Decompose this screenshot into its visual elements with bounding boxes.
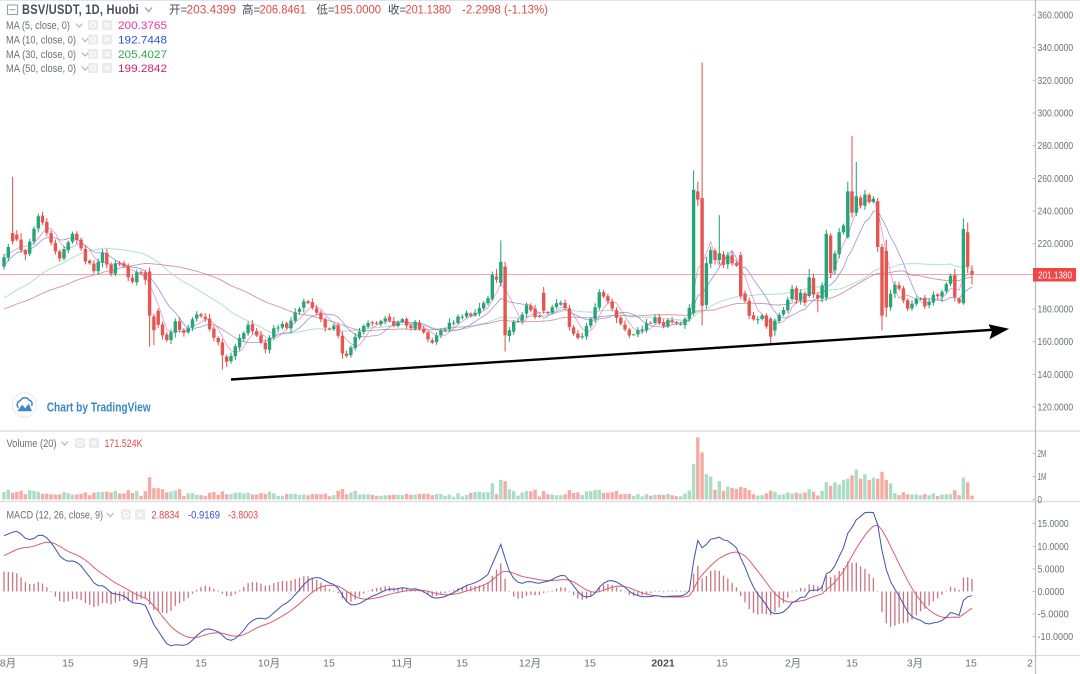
svg-text:360.0000: 360.0000: [1038, 11, 1074, 22]
svg-text:低=: 低=: [317, 4, 335, 17]
svg-text:260.0000: 260.0000: [1038, 174, 1074, 185]
svg-text:Volume (20): Volume (20): [7, 438, 57, 450]
svg-text:140.0000: 140.0000: [1038, 370, 1074, 381]
svg-text:15: 15: [456, 658, 468, 670]
svg-text:203.4399: 203.4399: [187, 5, 237, 17]
svg-text:180.0000: 180.0000: [1038, 305, 1074, 316]
svg-text:MA (50, close, 0): MA (50, close, 0): [6, 63, 76, 75]
svg-text:-0.9169: -0.9169: [188, 510, 220, 522]
svg-text:0.0000: 0.0000: [1038, 587, 1065, 598]
svg-text:15: 15: [846, 658, 858, 670]
svg-text:199.2842: 199.2842: [118, 63, 167, 75]
svg-text:192.7448: 192.7448: [118, 35, 167, 47]
svg-text:11月: 11月: [391, 658, 412, 670]
svg-text:205.4027: 205.4027: [118, 49, 167, 61]
svg-text:320.0000: 320.0000: [1038, 76, 1074, 87]
svg-text:12月: 12月: [519, 658, 541, 670]
svg-text:15: 15: [584, 658, 596, 670]
svg-text:MA (10, close, 0): MA (10, close, 0): [6, 35, 76, 47]
svg-text:201.1380: 201.1380: [1038, 270, 1072, 281]
svg-text:-3.8003: -3.8003: [228, 510, 258, 522]
svg-text:195.0000: 195.0000: [334, 5, 381, 17]
svg-text:220.0000: 220.0000: [1038, 239, 1074, 250]
svg-text:206.8461: 206.8461: [260, 5, 307, 17]
svg-text:200.3765: 200.3765: [118, 20, 167, 32]
svg-text:120.0000: 120.0000: [1038, 403, 1074, 414]
svg-text:-5.0000: -5.0000: [1038, 610, 1070, 621]
svg-text:Chart by TradingView: Chart by TradingView: [47, 400, 152, 415]
svg-text:15: 15: [716, 658, 728, 670]
svg-text:2.8834: 2.8834: [152, 510, 180, 522]
svg-text:340.0000: 340.0000: [1038, 43, 1074, 54]
svg-text:0: 0: [1038, 495, 1043, 506]
svg-text:300.0000: 300.0000: [1038, 109, 1074, 120]
svg-text:2: 2: [1027, 658, 1033, 670]
svg-text:160.0000: 160.0000: [1038, 337, 1074, 348]
svg-text:MACD (12, 26, close, 9): MACD (12, 26, close, 9): [7, 510, 104, 522]
svg-text:3月: 3月: [907, 658, 923, 670]
svg-text:MA (30, close, 0): MA (30, close, 0): [6, 49, 76, 61]
svg-text:9月: 9月: [133, 658, 149, 670]
svg-text:15: 15: [62, 658, 74, 670]
svg-text:15: 15: [965, 658, 977, 670]
svg-text:15: 15: [195, 658, 207, 670]
svg-text:10.0000: 10.0000: [1038, 542, 1070, 553]
svg-text:-2.2998 (-1.13%): -2.2998 (-1.13%): [462, 5, 548, 17]
svg-text:15: 15: [323, 658, 335, 670]
svg-text:280.0000: 280.0000: [1038, 141, 1074, 152]
svg-text:2月: 2月: [785, 658, 801, 670]
svg-text:240.0000: 240.0000: [1038, 207, 1074, 218]
svg-text:高=: 高=: [242, 3, 260, 17]
svg-text:5.0000: 5.0000: [1038, 564, 1065, 575]
svg-text:15.0000: 15.0000: [1038, 519, 1070, 530]
svg-text:8月: 8月: [0, 658, 16, 670]
svg-text:201.1380: 201.1380: [406, 5, 452, 17]
svg-text:1M: 1M: [1038, 472, 1047, 483]
svg-text:2M: 2M: [1038, 449, 1047, 460]
svg-text:10月: 10月: [258, 658, 280, 670]
svg-text:BSV/USDT, 1D, Huobi: BSV/USDT, 1D, Huobi: [22, 2, 139, 17]
svg-text:MA (5, close, 0): MA (5, close, 0): [6, 20, 70, 32]
svg-text:-10.0000: -10.0000: [1038, 632, 1074, 643]
svg-text:开=: 开=: [169, 5, 187, 17]
svg-text:2021: 2021: [651, 658, 675, 670]
svg-text:171.524K: 171.524K: [105, 438, 144, 450]
svg-text:收=: 收=: [388, 3, 406, 17]
